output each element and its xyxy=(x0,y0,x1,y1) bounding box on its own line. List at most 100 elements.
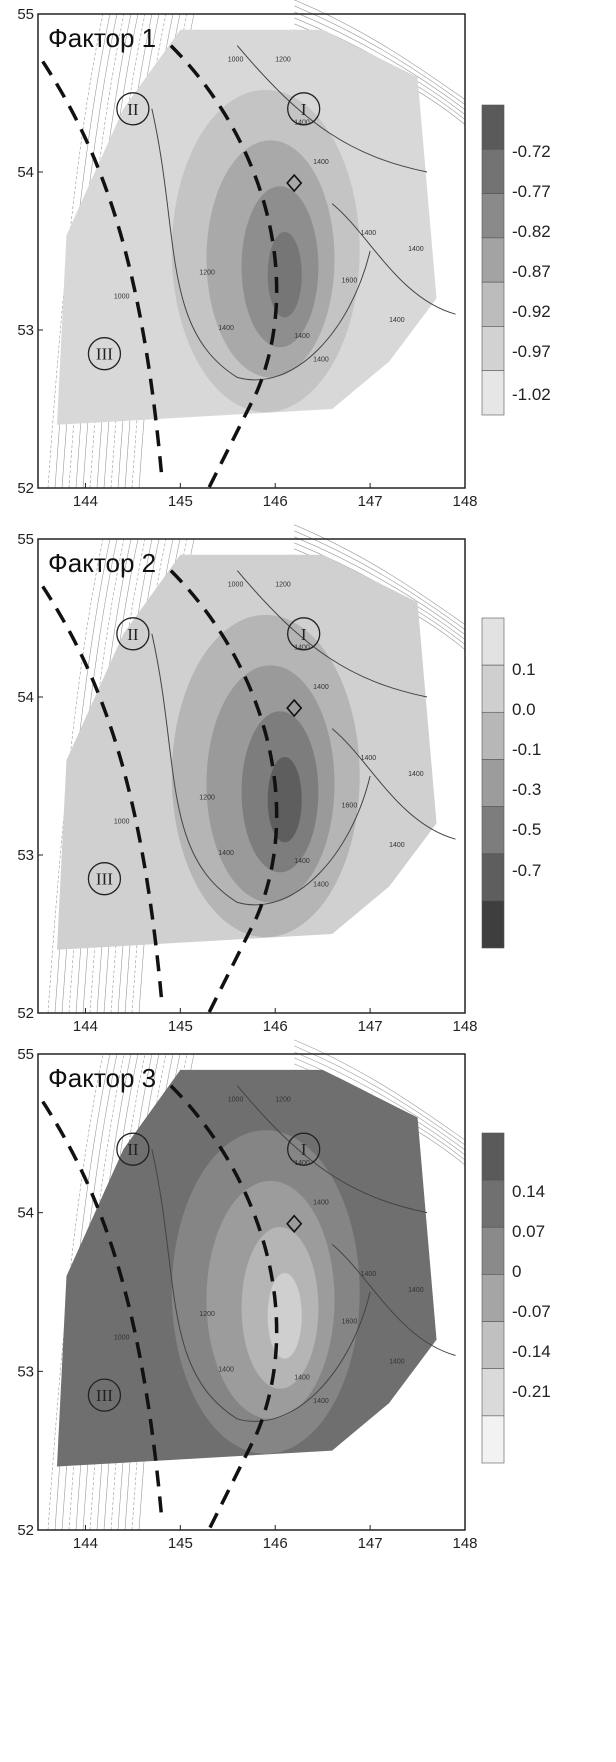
factor-field xyxy=(56,554,437,950)
colorbar-label: -0.92 xyxy=(512,302,551,321)
colorbar-label: -0.1 xyxy=(512,740,541,759)
region-label: II xyxy=(127,100,139,119)
colorbar-swatch xyxy=(481,104,505,150)
contour-label: 1400 xyxy=(408,771,424,778)
x-tick-label: 146 xyxy=(263,493,288,510)
factor-field xyxy=(56,29,437,425)
contour-label: 1000 xyxy=(114,1335,130,1342)
dashed-boundaries xyxy=(41,44,279,489)
contour-label: 1200 xyxy=(199,795,215,802)
y-tick-label: 54 xyxy=(17,164,34,181)
x-tick-label: 148 xyxy=(452,1535,477,1552)
contour-label: 1200 xyxy=(199,270,215,277)
field-core xyxy=(267,232,302,318)
y-tick-label: 52 xyxy=(17,1522,34,1539)
contour-label: 1400 xyxy=(408,1287,424,1294)
colorbar-label: 0 xyxy=(512,1262,521,1281)
colorbar-label: -0.82 xyxy=(512,222,551,241)
panel-title: Фактор 2 xyxy=(48,548,156,578)
colorbar-swatch xyxy=(481,664,505,713)
colorbar-label: 0.1 xyxy=(512,660,536,679)
field-core xyxy=(267,1272,302,1359)
map-frame xyxy=(37,1053,466,1531)
colorbar-swatch xyxy=(481,900,505,949)
contour-label: 1400 xyxy=(218,325,234,332)
y-tick-label: 55 xyxy=(17,6,34,23)
y-tick-label: 55 xyxy=(17,531,34,548)
contour-label: 1400 xyxy=(313,882,329,889)
contour-label: 1400 xyxy=(294,333,310,340)
x-tick-label: 147 xyxy=(358,1018,383,1035)
contour-label: 1400 xyxy=(313,1398,329,1405)
y-tick-label: 53 xyxy=(17,322,34,339)
region-label: II xyxy=(127,1140,139,1159)
colorbar: 0.1 0.0 -0.1 -0.3 -0.5 -0.7 xyxy=(481,617,541,949)
region-marker-I: I xyxy=(287,92,321,126)
colorbar-label: -0.7 xyxy=(512,861,541,880)
dashed-boundaries xyxy=(41,569,279,1014)
depth-contours xyxy=(151,45,456,381)
contour-label: 1000 xyxy=(114,293,130,300)
region-label: I xyxy=(301,1140,307,1159)
colorbar-label: -0.14 xyxy=(512,1342,551,1361)
y-tick-label: 54 xyxy=(17,1205,34,1222)
colorbar-swatch xyxy=(481,1179,505,1228)
y-tick-label: 53 xyxy=(17,847,34,864)
contour-label: 1000 xyxy=(114,818,130,825)
contour-label: 1400 xyxy=(389,1358,405,1365)
colorbar-label: 0.0 xyxy=(512,700,536,719)
colorbar-swatch xyxy=(481,237,505,283)
colorbar-label: -0.3 xyxy=(512,780,541,799)
colorbar-swatch xyxy=(481,193,505,239)
contour-label: 1400 xyxy=(361,1271,377,1278)
map-panel-1: 1000 1200 1400 1400 1400 1400 1400 1200 1400 1400… xyxy=(17,0,551,510)
region-marker-III: III xyxy=(87,862,122,896)
contour-label: 1400 xyxy=(389,842,405,849)
factor-field xyxy=(56,1069,437,1467)
boundary-east xyxy=(169,1084,279,1531)
contour-label: 1200 xyxy=(199,1311,215,1318)
colorbar-swatch xyxy=(481,1274,505,1322)
contour-label: 1400 xyxy=(294,1160,310,1167)
region-label: I xyxy=(301,100,307,119)
colorbar-swatch xyxy=(481,759,505,807)
station-diamond xyxy=(286,698,303,718)
contour-label: 1400 xyxy=(408,246,424,253)
x-tick-label: 148 xyxy=(452,1018,477,1035)
panel-title: Фактор 1 xyxy=(48,23,156,53)
contour-label: 1000 xyxy=(228,581,244,588)
colorbar-swatch xyxy=(481,326,505,372)
contour-label: 1400 xyxy=(294,1374,310,1381)
colorbar-swatch xyxy=(481,1226,505,1275)
y-tick-label: 53 xyxy=(17,1363,34,1380)
colorbar-label: 0.14 xyxy=(512,1182,545,1201)
x-tick-label: 145 xyxy=(168,1535,193,1552)
x-tick-label: 147 xyxy=(358,493,383,510)
depth-contours xyxy=(151,570,456,906)
region-marker-III: III xyxy=(87,1378,122,1412)
colorbar-label: -0.07 xyxy=(512,1302,551,1321)
map-panel-2: 1000 1200 1400 1400 1400 1400 1400 1200 1400 1400… xyxy=(17,524,541,1035)
contour-label: 1600 xyxy=(342,278,358,285)
x-tick-label: 148 xyxy=(452,493,477,510)
colorbar-label: -0.5 xyxy=(512,820,541,839)
contour-label: 1400 xyxy=(294,120,310,127)
colorbar-swatch xyxy=(481,853,505,902)
x-tick-label: 147 xyxy=(358,1535,383,1552)
station-diamond xyxy=(286,173,303,193)
x-tick-label: 145 xyxy=(168,1018,193,1035)
boundary-east xyxy=(169,44,279,489)
contour-label: 1400 xyxy=(313,357,329,364)
x-tick-label: 144 xyxy=(73,1535,98,1552)
colorbar-label: 0.07 xyxy=(512,1222,545,1241)
contour-label: 1400 xyxy=(313,684,329,691)
contour-label: 1400 xyxy=(294,645,310,652)
colorbar-swatch xyxy=(481,711,505,760)
x-tick-label: 145 xyxy=(168,493,193,510)
colorbar-swatch xyxy=(481,1321,505,1370)
colorbar-label: -0.97 xyxy=(512,342,551,361)
region-marker-II: II xyxy=(116,92,150,126)
map-panel-3: 1000 1200 1400 1400 1400 1400 1400 1200 1400 1400… xyxy=(17,1039,551,1552)
colorbar-swatch xyxy=(481,1415,505,1464)
